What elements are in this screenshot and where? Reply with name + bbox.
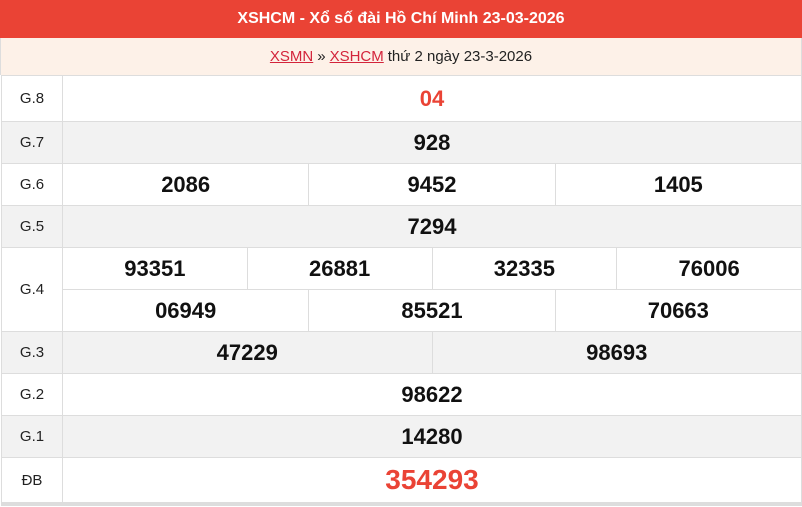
- prize-number: 928: [413, 129, 451, 155]
- prize-number: 06949: [155, 297, 217, 323]
- prize-row: G.7 928: [1, 122, 802, 164]
- prize-row: G.4 93351 26881 32335 76006 06949 85521 70663: [1, 248, 802, 332]
- prize-number: 70663: [554, 290, 801, 331]
- prize-number: 98693: [431, 332, 802, 373]
- prize-row: G.1 14280: [1, 416, 802, 458]
- prize-row: ĐB 354293: [1, 458, 802, 503]
- breadcrumb-link-xshcm[interactable]: XSHCM: [329, 48, 384, 65]
- page-title: XSHCM - Xổ số đài Hồ Chí Minh 23-03-2026: [0, 0, 802, 38]
- prize-number: 85521: [308, 290, 554, 331]
- prize-label: G.8: [2, 76, 63, 121]
- prize-label: G.6: [2, 164, 63, 205]
- prize-row: G.6 2086 9452 1405: [1, 164, 802, 206]
- prize-row: G.5 7294: [1, 206, 802, 248]
- prize-number: 14280: [401, 423, 463, 449]
- prize-row: G.8 04: [1, 76, 802, 122]
- prize-number: 98622: [401, 381, 463, 407]
- prize-label: G.5: [2, 206, 63, 247]
- breadcrumb-link-xsmn[interactable]: XSMN: [269, 48, 314, 65]
- prize-label: G.2: [2, 374, 63, 415]
- prize-number: 2086: [161, 171, 211, 197]
- prize-label: G.1: [2, 416, 63, 457]
- prize-number: 04: [419, 85, 445, 111]
- prize-number: 76006: [616, 248, 801, 289]
- prize-label: ĐB: [2, 458, 63, 502]
- prize-number: 354293: [385, 464, 479, 495]
- prize-number: 9452: [308, 164, 554, 205]
- results-table: G.8 04 G.7 928 G.6 2086 9452 1405 G.5 7294 G.4 9335…: [1, 75, 802, 506]
- breadcrumb-date: thứ 2 ngày 23-3-2026: [387, 48, 533, 65]
- prize-label: G.4: [2, 248, 63, 331]
- prize-number: 47229: [216, 339, 278, 365]
- prize-row: G.3 47229 98693: [1, 332, 802, 374]
- prize-label: G.3: [2, 332, 63, 373]
- prize-number: 7294: [407, 213, 457, 239]
- prize-number: 26881: [246, 248, 432, 289]
- prize-number: 32335: [431, 248, 617, 289]
- breadcrumb-separator: »: [317, 48, 326, 65]
- prize-number: 1405: [554, 164, 801, 205]
- prize-number: 93351: [124, 255, 186, 281]
- breadcrumb: XSMN » XSHCM thứ 2 ngày 23-3-2026: [0, 38, 802, 75]
- prize-row: G.2 98622: [1, 374, 802, 416]
- prize-label: G.7: [2, 122, 63, 163]
